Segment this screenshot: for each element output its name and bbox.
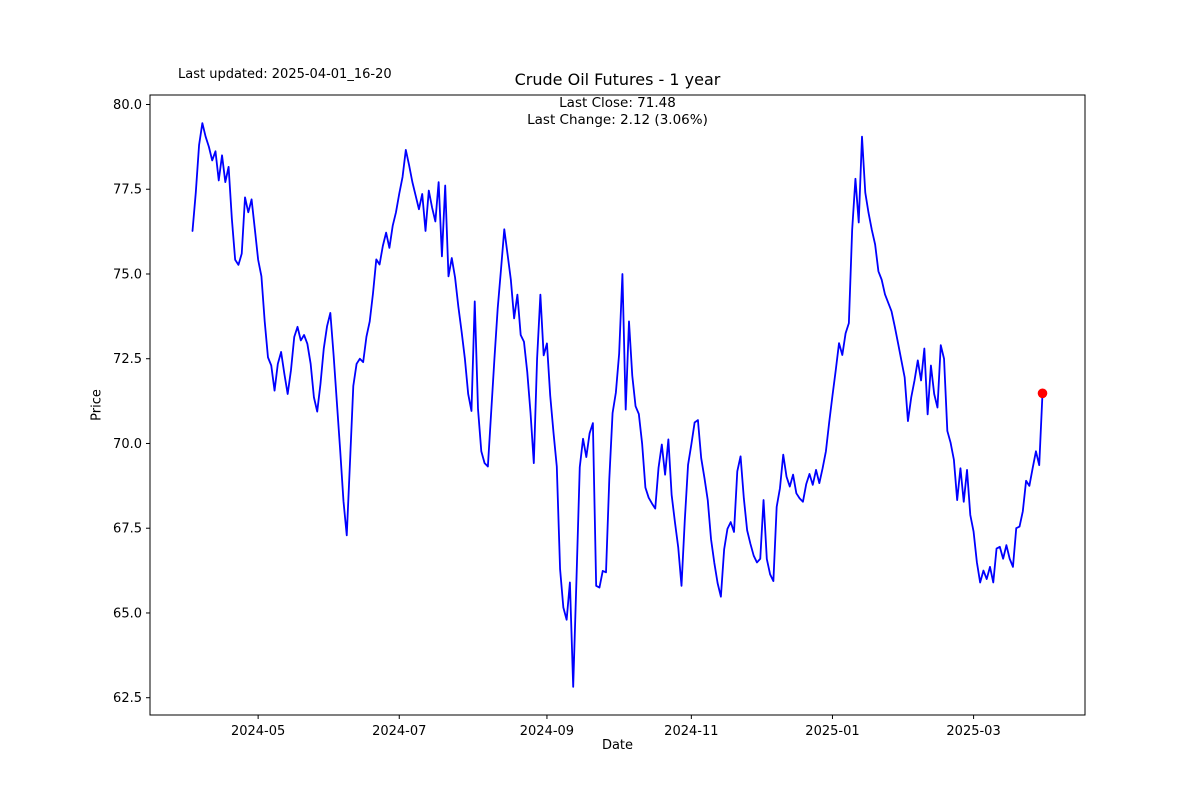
y-tick-label: 65.0 <box>113 606 142 621</box>
y-tick-label: 77.5 <box>113 183 142 198</box>
y-axis-label: Price <box>89 389 105 421</box>
y-tick-label: 72.5 <box>113 352 142 367</box>
x-tick-label: 2024-11 <box>664 724 718 739</box>
y-tick-label: 80.0 <box>113 98 142 113</box>
y-tick-label: 62.5 <box>113 691 142 706</box>
x-tick-label: 2024-09 <box>520 724 574 739</box>
x-tick-label: 2025-01 <box>805 724 859 739</box>
y-tick-label: 70.0 <box>113 437 142 452</box>
y-tick-label: 67.5 <box>113 522 142 537</box>
last-change-line: Last Change: 2.12 (3.06%) <box>527 112 708 128</box>
x-tick-label: 2024-05 <box>231 724 285 739</box>
y-tick-label: 75.0 <box>113 267 142 282</box>
x-tick-label: 2024-07 <box>372 724 426 739</box>
last-point-dot <box>1037 388 1048 399</box>
last-close-annotation: Last Close: 71.48 Last Change: 2.12 (3.06… <box>150 95 1085 129</box>
x-axis-label: Date <box>601 738 634 753</box>
x-tick-label: 2025-03 <box>946 724 1000 739</box>
last-updated-text: Last updated: 2025-04-01_16-20 <box>178 67 392 82</box>
chart-title: Crude Oil Futures - 1 year <box>514 70 721 89</box>
last-close-line: Last Close: 71.48 <box>559 95 676 111</box>
plot-frame <box>149 94 1086 716</box>
price-line <box>191 122 1044 688</box>
